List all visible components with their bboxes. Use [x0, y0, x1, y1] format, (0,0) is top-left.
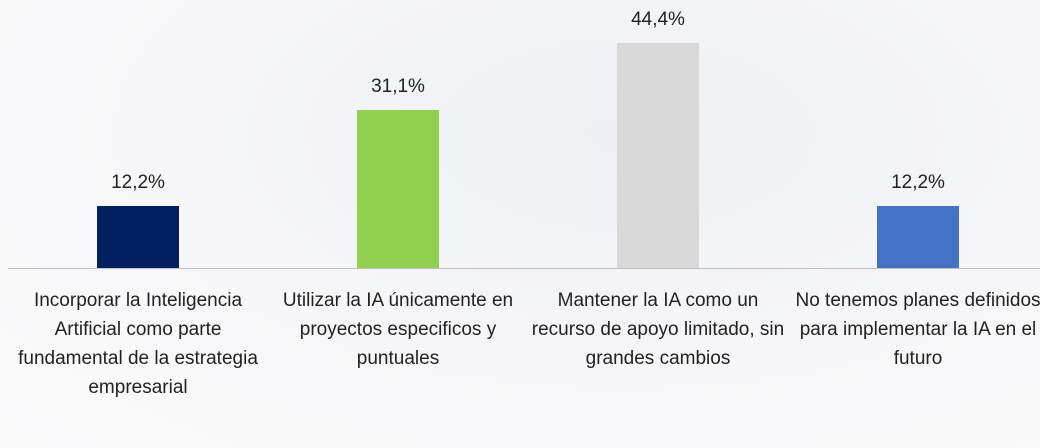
category-label: Mantener la IA como un recurso de apoyo … [531, 290, 785, 369]
category-label: No tenemos planes definidos para impleme… [795, 290, 1040, 369]
value-label: 31,1% [371, 76, 425, 98]
value-label: 44,4% [631, 9, 685, 30]
baseline [8, 268, 1040, 269]
category-label: Utilizar la IA únicamente en proyectos e… [282, 290, 514, 369]
category-label: Incorporar la Inteligencia Artificial co… [18, 290, 258, 398]
bar [617, 43, 699, 268]
bar [877, 206, 959, 268]
value-label: 12,2% [891, 172, 945, 194]
bar [97, 206, 179, 268]
bar [357, 110, 439, 268]
value-label: 12,2% [111, 172, 165, 194]
